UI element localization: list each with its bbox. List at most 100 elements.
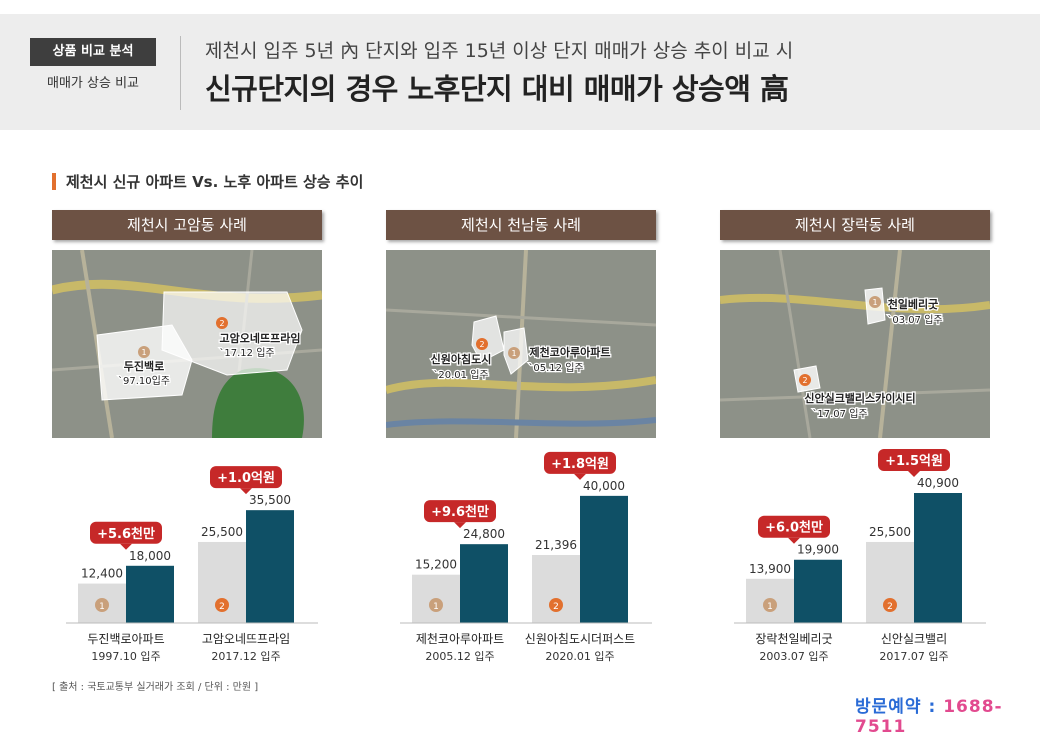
map-goam: 1 두진백로 `97.10입주 2 고암오네뜨프라임 `17.12 입주 <box>52 250 322 438</box>
map-marker-num: 2 <box>219 319 224 328</box>
map-jangrak: 1 천일베리굿 `03.07 입주 2 신안실크밸리스카이시티 `17.07 입… <box>720 250 990 438</box>
category-date: 2003.07 입주 <box>759 650 828 663</box>
rise-badge-pointer <box>240 488 252 495</box>
rise-badge-pointer <box>788 537 800 544</box>
bar-number: 2 <box>553 602 559 612</box>
contact-label: 방문예약 : <box>855 697 944 717</box>
value-label-before: 25,500 <box>869 525 911 539</box>
bar-after <box>914 493 962 623</box>
rise-label: +1.0억원 <box>217 471 275 486</box>
value-label-before: 15,200 <box>415 558 457 572</box>
bar-after <box>246 510 294 623</box>
category-date: 2017.07 입주 <box>879 650 948 663</box>
category-date: 1997.10 입주 <box>91 650 160 663</box>
value-label-after: 18,000 <box>129 549 171 563</box>
map-label-date: `97.10입주 <box>118 374 170 387</box>
map-marker-num: 2 <box>479 340 484 349</box>
value-label-after: 35,500 <box>249 493 291 507</box>
value-label-before: 21,396 <box>535 538 577 552</box>
map-marker-num: 2 <box>802 376 807 385</box>
category-name: 신원아침도시더퍼스트 <box>525 632 635 646</box>
bar-chart-goam: 12,400 18,000 +5.6천만 1 두진백로아파트 1997.10 입주 25,5… <box>66 466 318 663</box>
chart-goam: 12,400 18,000 +5.6천만 1 두진백로아파트 1997.10 입주 25,5… <box>52 448 332 673</box>
bar-after <box>126 565 174 623</box>
rise-badge <box>424 500 496 523</box>
value-label-after: 19,900 <box>797 543 839 557</box>
bar-number-marker <box>549 598 563 612</box>
category-date: 2017.12 입주 <box>211 650 280 663</box>
category-name: 장락천일베리굿 <box>755 631 832 646</box>
rise-badge-pointer <box>454 522 466 529</box>
map-marker-num: 1 <box>511 349 516 358</box>
page-header: 상품 비교 분석 매매가 상승 비교 제천시 입주 5년 內 단지와 입주 15… <box>0 0 1040 130</box>
rise-badge-pointer <box>120 543 132 550</box>
page-subtitle: 제천시 입주 5년 內 단지와 입주 15년 이상 단지 매매가 상승 추이 비… <box>205 40 794 62</box>
map-label-date: `20.01 입주 <box>433 368 488 381</box>
category-name: 고암오네뜨프라임 <box>202 632 290 646</box>
map-label-name: 신안실크밸리스카이시티 <box>804 391 915 405</box>
bar-number-marker <box>215 598 229 612</box>
bar-number: 1 <box>99 602 105 612</box>
source-note: [ 출처 : 국토교통부 실거래가 조회 / 단위 : 만원 ] <box>52 682 259 693</box>
bar-number-marker <box>95 598 109 612</box>
rise-badge <box>544 451 616 474</box>
value-label-before: 12,400 <box>81 567 123 581</box>
bar-number-marker <box>763 598 777 612</box>
bar-after <box>460 544 508 623</box>
value-label-after: 24,800 <box>463 527 505 541</box>
map-cheonnam: 2 신원아침도시 `20.01 입주 1 제천코아루아파트 `05.12 입주 <box>386 250 656 438</box>
section-marker <box>52 173 56 190</box>
map-label-date: `03.07 입주 <box>887 313 942 326</box>
bar-before <box>532 554 580 623</box>
map-marker-num: 1 <box>141 348 146 357</box>
rise-label: +6.0천만 <box>765 520 823 536</box>
case-header-goam: 제천시 고암동 사례 <box>52 210 322 240</box>
section-title: 제천시 신규 아파트 Vs. 노후 아파트 상승 추이 <box>66 173 364 191</box>
bar-number: 1 <box>433 602 439 612</box>
map-label-name: 고암오네뜨프라임 <box>220 331 301 345</box>
map-label-name: 신원아침도시 <box>431 352 492 366</box>
value-label-before: 25,500 <box>201 525 243 539</box>
rise-label: +1.5억원 <box>885 454 943 469</box>
bar-after <box>794 559 842 623</box>
case-header-cheonnam: 제천시 천남동 사례 <box>386 210 656 240</box>
value-label-after: 40,900 <box>917 476 959 490</box>
bar-chart-cheonnam: 15,200 24,800 +9.6천만 1 제천코아루아파트 2005.12 입주 21,… <box>400 451 652 663</box>
category-name: 신안실크밸리 <box>881 632 947 646</box>
map-label-date: `05.12 입주 <box>528 361 583 374</box>
category-tag: 상품 비교 분석 <box>30 38 156 66</box>
chart-jangrak: 13,900 19,900 +6.0천만 1 장락천일베리굿 2003.07 입주 25,5… <box>720 448 1000 673</box>
page-title: 신규단지의 경우 노후단지 대비 매매가 상승액 高 <box>205 72 789 106</box>
rise-badge-pointer <box>908 471 920 477</box>
bar-chart-jangrak: 13,900 19,900 +6.0천만 1 장락천일베리굿 2003.07 입주 25,5… <box>734 449 986 663</box>
category-date: 2005.12 입주 <box>425 650 494 663</box>
bar-number: 2 <box>219 602 225 612</box>
bar-number-marker <box>429 598 443 612</box>
map-label-date: `17.07 입주 <box>812 407 867 420</box>
category-name: 두진백로아파트 <box>87 632 164 646</box>
map-label-name: 제천코아루아파트 <box>530 345 611 359</box>
header-divider <box>180 36 181 110</box>
bar-after <box>580 495 628 623</box>
rise-label: +5.6천만 <box>97 526 155 542</box>
value-label-after: 40,000 <box>583 479 625 493</box>
rise-badge <box>878 449 950 471</box>
bar-number: 2 <box>887 602 893 612</box>
rise-badge <box>90 521 162 544</box>
map-label-date: `17.12 입주 <box>219 346 274 359</box>
map-label-name: 천일베리굿 <box>888 297 939 311</box>
rise-label: +1.8억원 <box>551 457 609 472</box>
chart-cheonnam: 15,200 24,800 +9.6천만 1 제천코아루아파트 2005.12 입주 21,… <box>386 448 666 673</box>
map-marker-num: 1 <box>872 298 877 307</box>
bar-number: 1 <box>767 602 773 612</box>
rise-badge <box>210 466 282 489</box>
visit-reservation[interactable]: 방문예약 : 1688-7511 <box>855 692 1040 737</box>
category-name: 제천코아루아파트 <box>416 631 504 646</box>
map-label-name: 두진백로 <box>124 359 164 373</box>
bar-number-marker <box>883 598 897 612</box>
value-label-before: 13,900 <box>749 562 791 576</box>
category-subtag: 매매가 상승 비교 <box>47 76 139 91</box>
case-header-jangrak: 제천시 장락동 사례 <box>720 210 990 240</box>
rise-badge <box>758 515 830 538</box>
category-date: 2020.01 입주 <box>545 650 614 663</box>
